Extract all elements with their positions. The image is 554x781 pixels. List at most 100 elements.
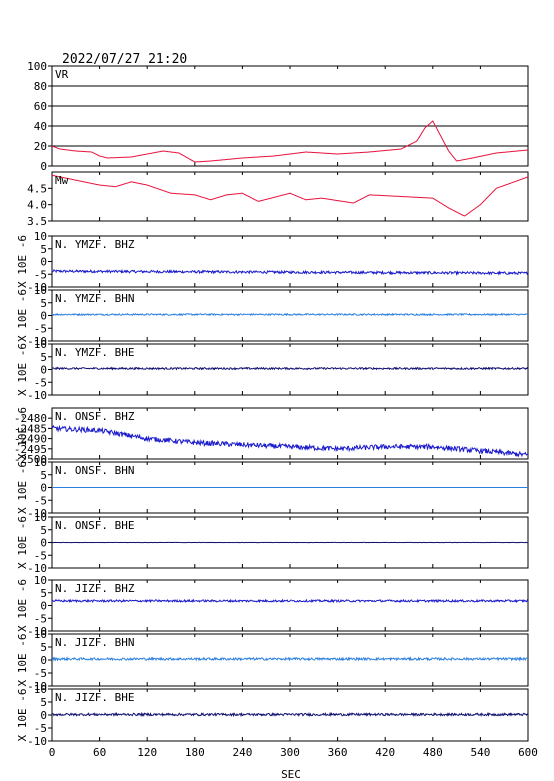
y-axis-label: X 10E -6 (16, 461, 29, 514)
y-axis-label: X 10E -6 (16, 689, 29, 742)
panel-label: N. YMZF. BHN (55, 292, 134, 305)
y-tick-label: 5 (40, 243, 47, 256)
y-tick-label: 0 (40, 600, 47, 613)
x-tick-label: 360 (328, 746, 348, 759)
y-axis-label: X 10E -6 (16, 235, 29, 288)
y-tick-label: 20 (34, 140, 47, 153)
panel-label: N. YMZF. BHZ (55, 238, 135, 251)
y-tick-label: 5 (40, 524, 47, 537)
y-tick-label: -5 (34, 322, 47, 335)
y-tick-label: 10 (34, 511, 47, 524)
y-tick-label: 0 (40, 709, 47, 722)
series-line (51, 424, 529, 458)
series-line (52, 366, 529, 371)
y-tick-label: 10 (34, 683, 47, 696)
series-line (52, 312, 529, 317)
y-tick-label: -5 (34, 667, 47, 680)
y-tick-label: 10 (34, 456, 47, 469)
x-tick-label: 300 (280, 746, 300, 759)
x-tick-label: 420 (375, 746, 395, 759)
panel-label: N. ONSF. BHN (55, 464, 134, 477)
x-tick-label: 600 (518, 746, 538, 759)
x-tick-label: 180 (185, 746, 205, 759)
x-tick-label: 480 (423, 746, 443, 759)
x-tick-label: 540 (470, 746, 490, 759)
y-tick-label: -10 (27, 735, 47, 748)
y-tick-label: -5 (34, 612, 47, 625)
timestamp-title: 2022/07/27 21:20 (62, 52, 187, 67)
y-tick-label: -5 (34, 376, 47, 389)
y-axis-label: X 10E -6 (16, 516, 29, 569)
y-tick-label: 40 (34, 120, 47, 133)
y-axis-label: X 10E -6 (16, 343, 29, 396)
y-tick-label: 0 (40, 310, 47, 323)
panel-label: N. ONSF. BHZ (55, 410, 135, 423)
x-axis-label: SEC (281, 768, 301, 781)
y-tick-label: 100 (27, 60, 47, 73)
y-tick-label: 5 (40, 297, 47, 310)
y-tick-label: 10 (34, 284, 47, 297)
y-axis-label: X 10E -6 (16, 289, 29, 342)
series-line (51, 268, 528, 276)
y-tick-label: -10 (27, 625, 47, 638)
series-line (51, 598, 529, 604)
y-tick-label: -10 (27, 335, 47, 348)
y-tick-label: 5 (40, 351, 47, 364)
y-tick-label: 0 (40, 654, 47, 667)
panel-label: N. ONSF. BHE (55, 519, 134, 532)
y-tick-label: -2480 (14, 412, 47, 425)
x-tick-label: 240 (232, 746, 252, 759)
panel-frame (51, 171, 529, 222)
y-tick-label: 10 (34, 230, 47, 243)
y-tick-label: 10 (34, 574, 47, 587)
panel-frame (51, 65, 529, 167)
y-axis-label: X 10E -6 (16, 579, 29, 632)
series-line (51, 711, 529, 718)
y-tick-label: 10 (34, 628, 47, 641)
y-tick-label: -10 (27, 507, 47, 520)
series-line (51, 120, 529, 163)
y-tick-label: -10 (27, 562, 47, 575)
y-tick-label: 0 (40, 537, 47, 550)
y-tick-label: -5 (34, 549, 47, 562)
y-tick-label: 10 (34, 338, 47, 351)
y-tick-label: 4.5 (27, 182, 47, 195)
panel-label: N. JIZF. BHN (55, 636, 134, 649)
y-tick-label: 4.0 (27, 199, 47, 212)
y-tick-label: -2490 (14, 433, 47, 446)
y-tick-label: 0 (40, 256, 47, 269)
panel-label: N. JIZF. BHZ (55, 582, 135, 595)
x-tick-label: 60 (93, 746, 106, 759)
y-axis-label: X 10E -6 (16, 634, 29, 687)
y-tick-label: -5 (34, 268, 47, 281)
y-tick-label: 3.5 (27, 215, 47, 228)
panel-label: N. YMZF. BHE (55, 346, 134, 359)
y-tick-label: 0 (40, 482, 47, 495)
y-tick-label: 5 (40, 696, 47, 709)
panel-label: N. JIZF. BHE (55, 691, 134, 704)
y-tick-label: -10 (27, 680, 47, 693)
y-tick-label: 5 (40, 641, 47, 654)
y-tick-label: -2495 (14, 443, 47, 456)
y-tick-label: -5 (34, 494, 47, 507)
y-tick-label: -5 (34, 722, 47, 735)
panel-2: 3.5 4.0 4.5 Mw (27, 171, 529, 228)
y-tick-label: 0 (40, 364, 47, 377)
x-tick-label: 120 (137, 746, 157, 759)
y-tick-label: -10 (27, 281, 47, 294)
panel-label: VR (55, 68, 69, 81)
y-tick-label: -2485 (14, 422, 47, 435)
y-tick-label: -10 (27, 389, 47, 402)
x-tick-label: 0 (49, 746, 56, 759)
